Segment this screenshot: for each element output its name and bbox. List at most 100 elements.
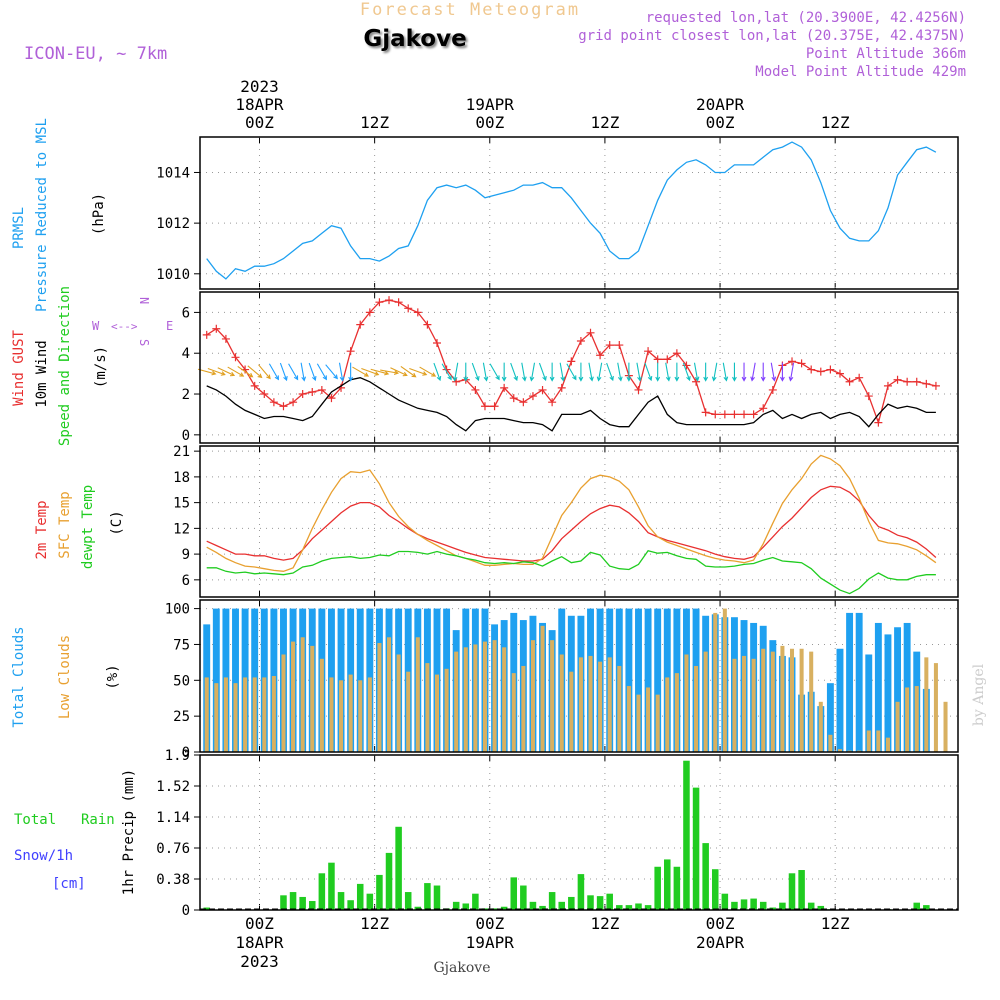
low-cloud-bar bbox=[809, 651, 814, 752]
precip-bar bbox=[759, 901, 767, 910]
gust-marker bbox=[538, 385, 547, 394]
gust-marker bbox=[308, 387, 317, 396]
wind-direction-arrow bbox=[770, 362, 777, 382]
low-cloud-bar bbox=[866, 730, 871, 752]
gust-marker bbox=[490, 402, 499, 411]
precip-unit: 1hr Precip (mm) bbox=[121, 769, 137, 895]
gust-marker bbox=[500, 383, 509, 392]
total-cloud-bar bbox=[865, 654, 873, 752]
precip-bar bbox=[692, 787, 700, 910]
top-time-label: 12Z bbox=[821, 113, 850, 132]
precip-bar bbox=[356, 883, 364, 910]
y-tick-label: 2 bbox=[182, 387, 190, 403]
precip-snow-label: Snow/1h bbox=[14, 848, 73, 864]
gust-marker bbox=[548, 398, 557, 407]
low-cloud-bar bbox=[243, 677, 248, 752]
y-tick-label: 18 bbox=[173, 470, 190, 486]
gust-marker bbox=[519, 398, 528, 407]
bottom-time-label: 00Z bbox=[706, 914, 735, 933]
wind-direction-arrow bbox=[471, 362, 480, 382]
wind-direction-arrow bbox=[409, 367, 428, 376]
gust-marker bbox=[528, 392, 537, 401]
precip-bar bbox=[472, 893, 479, 910]
low-cloud-bar bbox=[262, 677, 267, 752]
wind-direction-arrow bbox=[559, 362, 566, 382]
wind-direction-arrow bbox=[606, 362, 614, 382]
low-cloud-bar bbox=[204, 677, 209, 752]
low-cloud-bar bbox=[444, 668, 449, 752]
low-cloud-bar bbox=[703, 651, 708, 752]
panel-labels: PRMSL Pressure Reduced to MSL (hPa) Wind… bbox=[11, 118, 173, 895]
precip-bar bbox=[520, 885, 527, 910]
gust-marker bbox=[356, 320, 365, 329]
y-tick-label: 50 bbox=[173, 673, 190, 689]
precip-bar bbox=[347, 900, 354, 910]
wind-direction-arrow bbox=[452, 362, 459, 382]
precip-bar bbox=[500, 906, 508, 910]
gust-marker bbox=[317, 385, 326, 394]
low-cloud-bar bbox=[377, 643, 382, 752]
pressure-label-2: Pressure Reduced to MSL bbox=[34, 118, 50, 312]
bottom-date-label: 20APR bbox=[696, 933, 745, 952]
wind-direction-arrow bbox=[760, 362, 766, 382]
gust-marker bbox=[701, 408, 710, 417]
wind-direction-arrow bbox=[674, 362, 680, 382]
gust-marker bbox=[931, 381, 940, 390]
gust-marker bbox=[634, 385, 643, 394]
precip-bar bbox=[280, 895, 287, 910]
gust-marker bbox=[279, 402, 288, 411]
precip-total-label: Total bbox=[14, 812, 56, 828]
gust-marker bbox=[740, 410, 749, 419]
temp-dewpt-label: dewpt Temp bbox=[80, 485, 96, 569]
precip-bar bbox=[596, 896, 604, 910]
low-cloud-bar bbox=[713, 612, 718, 752]
precip-bar bbox=[577, 874, 585, 910]
wind-direction-arrow bbox=[711, 362, 718, 382]
y-tick-label: 1014 bbox=[156, 165, 190, 181]
y-tick-label: 9 bbox=[182, 547, 190, 563]
low-cloud-bar bbox=[636, 694, 641, 752]
gust-marker bbox=[672, 349, 681, 358]
precip-bar bbox=[702, 843, 709, 910]
gust-marker bbox=[615, 341, 624, 350]
precip-bar bbox=[587, 895, 594, 910]
precip-bar bbox=[539, 905, 546, 910]
grid-point-lonlat: grid point closest lon,lat (20.375E, 42.… bbox=[578, 28, 966, 44]
precip-bar bbox=[491, 908, 498, 910]
precip-bar bbox=[289, 892, 297, 910]
gust-marker bbox=[423, 320, 432, 329]
low-cloud-bar bbox=[828, 734, 833, 752]
wind-direction-arrow bbox=[400, 365, 417, 378]
gust-marker bbox=[586, 328, 595, 337]
wind-direction-arrow bbox=[501, 362, 507, 382]
wind-direction-arrow bbox=[510, 362, 518, 382]
precip-bar bbox=[548, 892, 556, 910]
low-cloud-bar bbox=[214, 683, 219, 752]
bottom-date-label: 18APR bbox=[235, 933, 284, 952]
total-cloud-bar bbox=[894, 627, 902, 752]
temp-sfc-label: SFC Temp bbox=[57, 491, 73, 558]
compass-arrow-we: <--> bbox=[111, 320, 138, 333]
wind-direction-arrow bbox=[300, 362, 307, 382]
low-cloud-bar bbox=[607, 657, 612, 752]
precip-bar bbox=[424, 883, 431, 910]
gust-marker bbox=[269, 398, 278, 407]
gust-marker bbox=[797, 359, 806, 368]
total-cloud-bar bbox=[635, 608, 642, 752]
precip-bar bbox=[510, 877, 518, 910]
compass-north: N bbox=[137, 297, 151, 304]
precip-bar bbox=[616, 905, 623, 910]
gust-marker bbox=[221, 334, 230, 343]
series-line-prmsl bbox=[206, 141, 937, 280]
precip-bar bbox=[203, 907, 210, 910]
wind-direction-arrow bbox=[338, 362, 345, 382]
low-cloud-bar bbox=[598, 661, 603, 752]
wind-direction-arrow bbox=[636, 362, 642, 382]
top-date-label: 20APR bbox=[696, 95, 745, 114]
precip-bar bbox=[404, 892, 412, 910]
y-tick-label: 100 bbox=[165, 602, 190, 618]
precip-bar bbox=[395, 826, 402, 910]
requested-lonlat: requested lon,lat (20.3900E, 42.4256N) bbox=[645, 10, 966, 26]
gust-marker bbox=[883, 381, 892, 390]
